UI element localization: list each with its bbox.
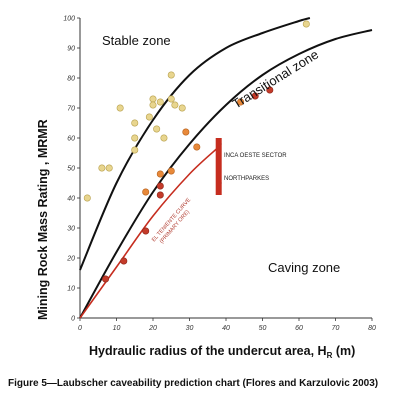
caving-data-point: [102, 275, 110, 283]
y-tick-label: 80: [67, 76, 75, 83]
caving-data-point: [251, 92, 259, 100]
transitional-data-point: [142, 188, 150, 196]
boundary-curve-upper: [79, 17, 311, 271]
y-tick-label: 10: [67, 286, 75, 293]
stable-data-point: [149, 95, 157, 103]
transitional-data-point: [193, 143, 201, 151]
y-axis-label: Mining Rock Mass Rating , MRMR: [36, 119, 50, 320]
transitional-zone-label: Transitional zone: [230, 47, 321, 112]
stable-data-point: [160, 134, 168, 142]
caving-data-point: [156, 191, 164, 199]
figure-caption: Figure 5—Laubscher caveability predictio…: [8, 378, 379, 389]
transitional-data-point: [237, 98, 245, 106]
y-tick-label: 50: [67, 166, 75, 173]
x-axis-label-unit: (m): [332, 344, 355, 358]
x-tick-label: 0: [78, 325, 82, 332]
stable-data-point: [167, 71, 175, 79]
sector-marker-bar: [215, 138, 222, 165]
plot-axes: 0 10 20 30 40 50 60 70 80 0 10 20 30 40 50 60 70 80 90 100: [63, 16, 376, 333]
inca-oeste-label: INCA OESTE SECTOR: [224, 153, 287, 159]
y-tick-label: 60: [67, 136, 75, 143]
caving-data-point: [120, 257, 128, 265]
stable-zone-label: Stable zone: [102, 33, 171, 48]
stable-data-point: [153, 125, 161, 133]
el-teniente-curve-line: [79, 146, 220, 319]
stable-data-point: [302, 20, 310, 28]
caving-data-point: [142, 227, 150, 235]
stable-data-point: [145, 113, 153, 121]
y-tick-label: 40: [67, 196, 75, 203]
transitional-data-point: [156, 170, 164, 178]
y-tick-label: 100: [63, 16, 75, 23]
caving-data-point: [156, 182, 164, 190]
y-tick-label: 70: [67, 106, 75, 113]
el-teniente-curve: [79, 146, 220, 319]
x-tick-label: 70: [332, 325, 340, 332]
stable-data-point: [156, 98, 164, 106]
y-tick-label: 20: [66, 256, 75, 263]
transitional-data-point: [182, 128, 190, 136]
zone-boundary-curves: [79, 17, 373, 319]
x-tick-label: 80: [368, 325, 376, 332]
x-tick-label: 50: [259, 325, 267, 332]
x-axis-label: Hydraulic radius of the undercut area, H…: [89, 344, 355, 360]
stable-data-point: [105, 164, 113, 172]
caving-data-point: [266, 86, 274, 94]
x-tick-label: 30: [186, 325, 194, 332]
sector-markers: [215, 138, 222, 195]
el-teniente-label-line1: EL TENIENTE CURVE: [151, 197, 192, 243]
stable-data-point: [149, 101, 157, 109]
el-teniente-label: EL TENIENTE CURVE (PRIMARY ORE): [151, 197, 192, 245]
data-points: [83, 20, 310, 283]
stable-data-point: [116, 104, 124, 112]
caving-zone-label: Caving zone: [268, 260, 340, 275]
y-tick-label: 30: [67, 226, 75, 233]
stable-data-point: [83, 194, 91, 202]
stable-data-point: [167, 95, 175, 103]
stable-data-point: [98, 164, 106, 172]
y-tick-label: 0: [71, 316, 75, 323]
x-tick-label: 40: [222, 325, 230, 332]
sector-marker-bar: [215, 165, 222, 195]
x-axis-label-subscript: R: [327, 351, 333, 360]
stable-data-point: [131, 119, 139, 127]
northparkes-label: NORTHPARKES: [224, 176, 269, 182]
stable-data-point: [131, 134, 139, 142]
x-tick-label: 60: [295, 325, 303, 332]
stable-data-point: [131, 146, 139, 154]
x-axis-label-main: Hydraulic radius of the undercut area, H: [89, 344, 327, 358]
x-tick-label: 10: [113, 325, 121, 332]
stable-data-point: [171, 101, 179, 109]
transitional-data-point: [167, 167, 175, 175]
y-tick-label: 90: [67, 46, 75, 53]
stable-data-point: [178, 104, 186, 112]
x-tick-label: 20: [148, 325, 157, 332]
boundary-curve-lower: [79, 29, 373, 319]
